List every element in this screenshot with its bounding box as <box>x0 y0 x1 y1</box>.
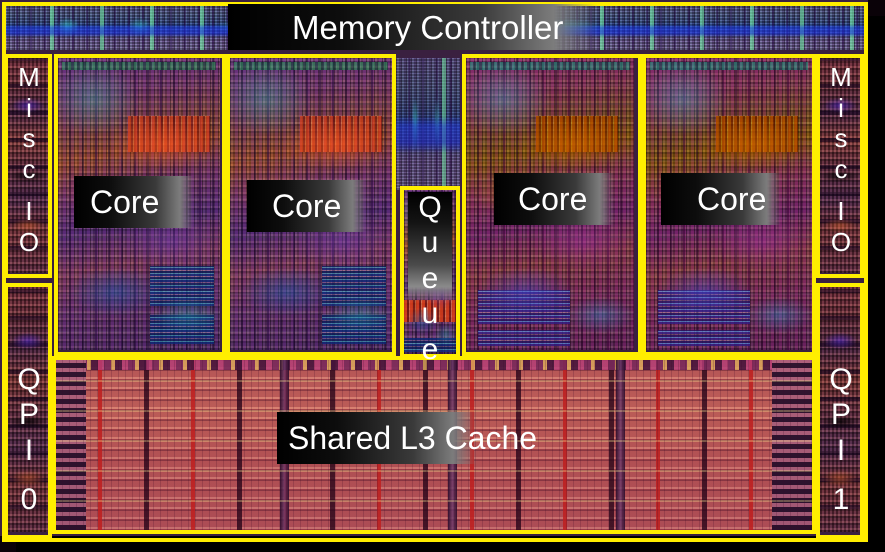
annotation-box-qpi-1[interactable] <box>816 283 864 539</box>
misc-io-right-texture <box>820 58 860 273</box>
qpi-0-label: Q P I 0 <box>10 362 48 517</box>
core-1-label-plate <box>74 176 194 228</box>
annotation-box-misc-io-left[interactable] <box>4 54 52 278</box>
core-1-label: Core <box>90 184 160 220</box>
misc-io-left-letter-3: s <box>22 123 36 154</box>
core-4-label: Core <box>697 181 767 217</box>
queue-letter-4: u <box>421 297 439 331</box>
core-3-label: Core <box>518 181 588 217</box>
annotation-box-core-4[interactable] <box>642 54 816 356</box>
queue-letter-3: e <box>421 261 439 295</box>
queue-letter-1: Q <box>418 191 442 224</box>
misc-io-right-letter-3: s <box>834 123 848 154</box>
misc-io-right-letter-6: O <box>830 227 852 258</box>
annotation-box-core-3[interactable] <box>462 54 642 356</box>
qpi-1-letter-2: P <box>830 398 851 432</box>
qpi-1-digit: 1 <box>832 482 850 516</box>
shared-l3-cache-label: Shared L3 Cache <box>288 420 538 456</box>
queue-letter-5: e <box>421 332 439 366</box>
misc-io-left-letter-5: I <box>25 196 33 227</box>
qpi-1-label: Q P I 1 <box>822 362 860 517</box>
misc-io-right-letter-5: I <box>837 196 845 227</box>
core-4-label-plate <box>661 173 781 225</box>
misc-io-left-label: M i s c I O <box>10 62 48 258</box>
qpi-0-texture <box>8 287 48 532</box>
qpi-0-letter-3: I <box>24 433 34 467</box>
qpi-0-letter-1: Q <box>17 363 41 396</box>
annotation-box-shared-l3-cache[interactable] <box>52 356 816 534</box>
misc-io-right-letter-4: c <box>834 154 848 185</box>
qpi-1-letter-3: I <box>836 433 846 467</box>
qpi-1-letter-1: Q <box>829 363 853 396</box>
core-2-label: Core <box>272 188 342 224</box>
queue-label-plate <box>408 192 452 302</box>
annotation-box-misc-io-right[interactable] <box>816 54 864 278</box>
memory-controller-region-texture-2 <box>4 4 216 50</box>
misc-io-right-letter-2: i <box>838 92 844 123</box>
queue-letter-2: u <box>421 226 439 260</box>
memory-controller-label: Memory Controller <box>292 8 564 46</box>
misc-io-right-letter-1: M <box>830 62 852 92</box>
misc-io-left-letter-1: M <box>18 62 40 92</box>
qpi-0-letter-2: P <box>18 398 39 432</box>
shared-l3-cache-label-plate <box>277 412 477 464</box>
annotation-box-qpi-0[interactable] <box>4 283 52 539</box>
queue-label: Q u e u e <box>408 190 452 367</box>
qpi-1-texture <box>820 287 860 532</box>
annotation-box-core-1[interactable] <box>54 54 226 356</box>
misc-io-right-label: M i s c I O <box>822 62 860 258</box>
core-3-label-plate <box>494 173 614 225</box>
center-interconnect-texture <box>396 58 460 190</box>
die-shadow-right <box>868 16 885 552</box>
qpi-0-digit: 0 <box>20 482 38 516</box>
misc-io-left-texture <box>8 58 48 273</box>
misc-io-left-letter-2: i <box>26 92 32 123</box>
memory-controller-label-plate <box>228 4 598 50</box>
annotation-box-core-2[interactable] <box>226 54 396 356</box>
misc-io-left-letter-6: O <box>18 227 40 258</box>
core-2-label-plate <box>247 180 367 232</box>
misc-io-left-letter-4: c <box>22 154 36 185</box>
